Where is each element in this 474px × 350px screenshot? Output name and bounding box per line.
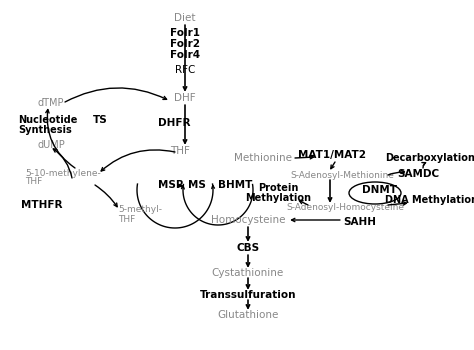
Text: DHF: DHF [174, 93, 196, 103]
Text: THF: THF [170, 146, 190, 156]
Text: MTHFR: MTHFR [21, 200, 63, 210]
Text: SAHH: SAHH [344, 217, 376, 227]
Text: Methylation: Methylation [245, 193, 311, 203]
Text: Methionine: Methionine [234, 153, 292, 163]
Text: Glutathione: Glutathione [217, 310, 279, 320]
Text: Diet: Diet [174, 13, 196, 23]
Text: S-Adenosyl-Methionine: S-Adenosyl-Methionine [290, 170, 394, 180]
Text: DNA Methylation: DNA Methylation [385, 195, 474, 205]
Text: RFC: RFC [175, 65, 195, 75]
Text: MS: MS [188, 180, 206, 190]
Text: SAMDC: SAMDC [397, 169, 439, 179]
Text: Homocysteine: Homocysteine [211, 215, 285, 225]
Text: MAT1/MAT2: MAT1/MAT2 [298, 150, 366, 160]
Text: Decarboxylation: Decarboxylation [385, 153, 474, 163]
Text: dTMP: dTMP [38, 98, 64, 108]
Text: Folr2: Folr2 [170, 39, 200, 49]
Text: Cystathionine: Cystathionine [212, 268, 284, 278]
Text: Folr1: Folr1 [170, 28, 200, 38]
Text: THF: THF [118, 215, 135, 224]
Text: TS: TS [92, 115, 108, 125]
Text: S-Adenosyl-Homocysteine: S-Adenosyl-Homocysteine [286, 203, 404, 211]
Text: Synthesis: Synthesis [18, 125, 72, 135]
Text: dUMP: dUMP [38, 140, 66, 150]
Text: Transsulfuration: Transsulfuration [200, 290, 296, 300]
Text: Protein: Protein [258, 183, 298, 193]
Text: BHMT: BHMT [218, 180, 252, 190]
Text: THF: THF [25, 177, 42, 187]
Text: MSR: MSR [158, 180, 184, 190]
Text: 5-10-methylene-: 5-10-methylene- [25, 168, 101, 177]
Text: CBS: CBS [237, 243, 260, 253]
Text: Nucleotide: Nucleotide [18, 115, 77, 125]
Text: Folr4: Folr4 [170, 50, 200, 60]
Text: ►: ► [178, 181, 184, 189]
Text: DNMT: DNMT [363, 185, 398, 195]
Text: 5-methyl-: 5-methyl- [118, 205, 162, 215]
Text: DHFR: DHFR [158, 118, 190, 128]
